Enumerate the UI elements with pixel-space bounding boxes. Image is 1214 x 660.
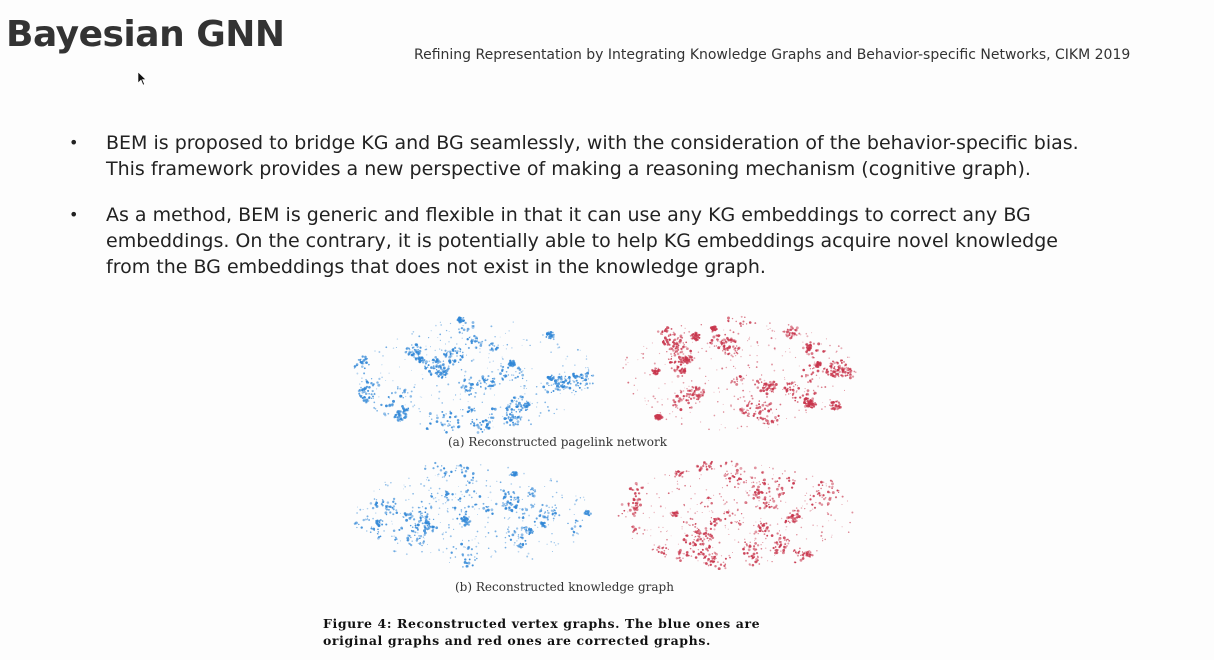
figure-subcaption-a: (a) Reconstructed pagelink network (448, 435, 667, 449)
bullet-item: • As a method, BEM is generic and flexib… (66, 202, 1176, 280)
mouse-pointer-icon (138, 72, 146, 86)
bullet-dot-icon: • (69, 133, 79, 152)
figure-caption-line: original graphs and red ones are correct… (323, 633, 711, 648)
figure-caption-line: Figure 4: Reconstructed vertex graphs. T… (323, 616, 761, 631)
corrected-pagelink-scatter (622, 315, 857, 431)
figure: (a) Reconstructed pagelink network (b) R… (320, 310, 880, 650)
original-pagelink-scatter (353, 316, 595, 434)
bullet-text: embeddings. On the contrary, it is poten… (106, 230, 1058, 252)
bullet-item: • BEM is proposed to bridge KG and BG se… (66, 130, 1176, 182)
bullet-text: As a method, BEM is generic and flexible… (106, 204, 1031, 226)
figure-subcaption-b: (b) Reconstructed knowledge graph (455, 580, 674, 594)
bullet-dot-icon: • (69, 205, 79, 224)
bullet-text: This framework provides a new perspectiv… (106, 158, 1031, 180)
bullet-list: • BEM is proposed to bridge KG and BG se… (66, 130, 1176, 300)
figure-caption: Figure 4: Reconstructed vertex graphs. T… (323, 615, 883, 649)
bullet-text: from the BG embeddings that does not exi… (106, 256, 766, 278)
paper-reference: Refining Representation by Integrating K… (414, 47, 1131, 63)
slide-title: Bayesian GNN (6, 14, 285, 55)
bullet-text: BEM is proposed to bridge KG and BG seam… (106, 132, 1079, 154)
corrected-knowledge-graph-scatter (617, 460, 854, 570)
original-knowledge-graph-scatter (353, 461, 592, 568)
